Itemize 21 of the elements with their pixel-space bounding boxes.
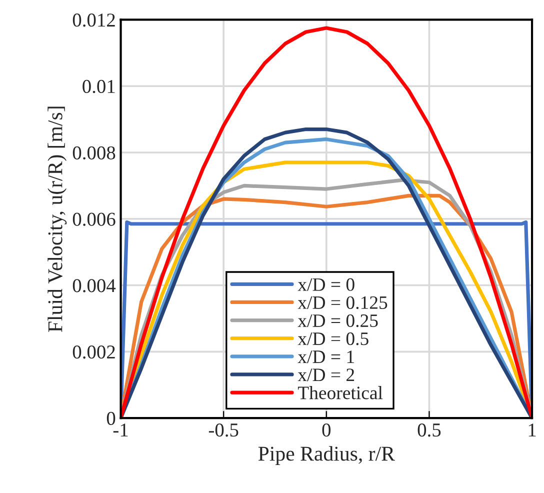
x-tick-label: 0 [322,423,331,437]
legend-label: x/D = 0.25 [298,314,378,328]
x-tick-label: 1 [528,424,536,436]
y-tick-label: 0.008 [72,146,116,160]
legend-label: Theoretical [298,386,383,400]
y-tick-label: 0.002 [72,345,115,359]
y-tick-label: 0.006 [72,212,116,226]
y-tick-label: 0.012 [72,14,115,27]
legend-label: x/D = 1 [298,350,354,364]
y-axis-title: Fluid Velocity, u(r/R) [m/s] [48,106,67,332]
x-tick-label: 0.5 [418,423,441,437]
y-tick-label: 0.01 [82,80,115,94]
x-axis-title: Pipe Radius, r/R [258,446,395,466]
legend-label: x/D = 0.125 [298,296,388,310]
y-tick-label: 0.004 [72,279,116,292]
x-tick-label: -1 [113,424,128,436]
legend-label: x/D = 0 [298,278,354,291]
x-tick-label: -0.5 [208,423,238,437]
legend-label: x/D = 2 [298,368,354,382]
y-tick-label: 0 [106,412,116,425]
legend-label: x/D = 0.5 [298,332,368,346]
